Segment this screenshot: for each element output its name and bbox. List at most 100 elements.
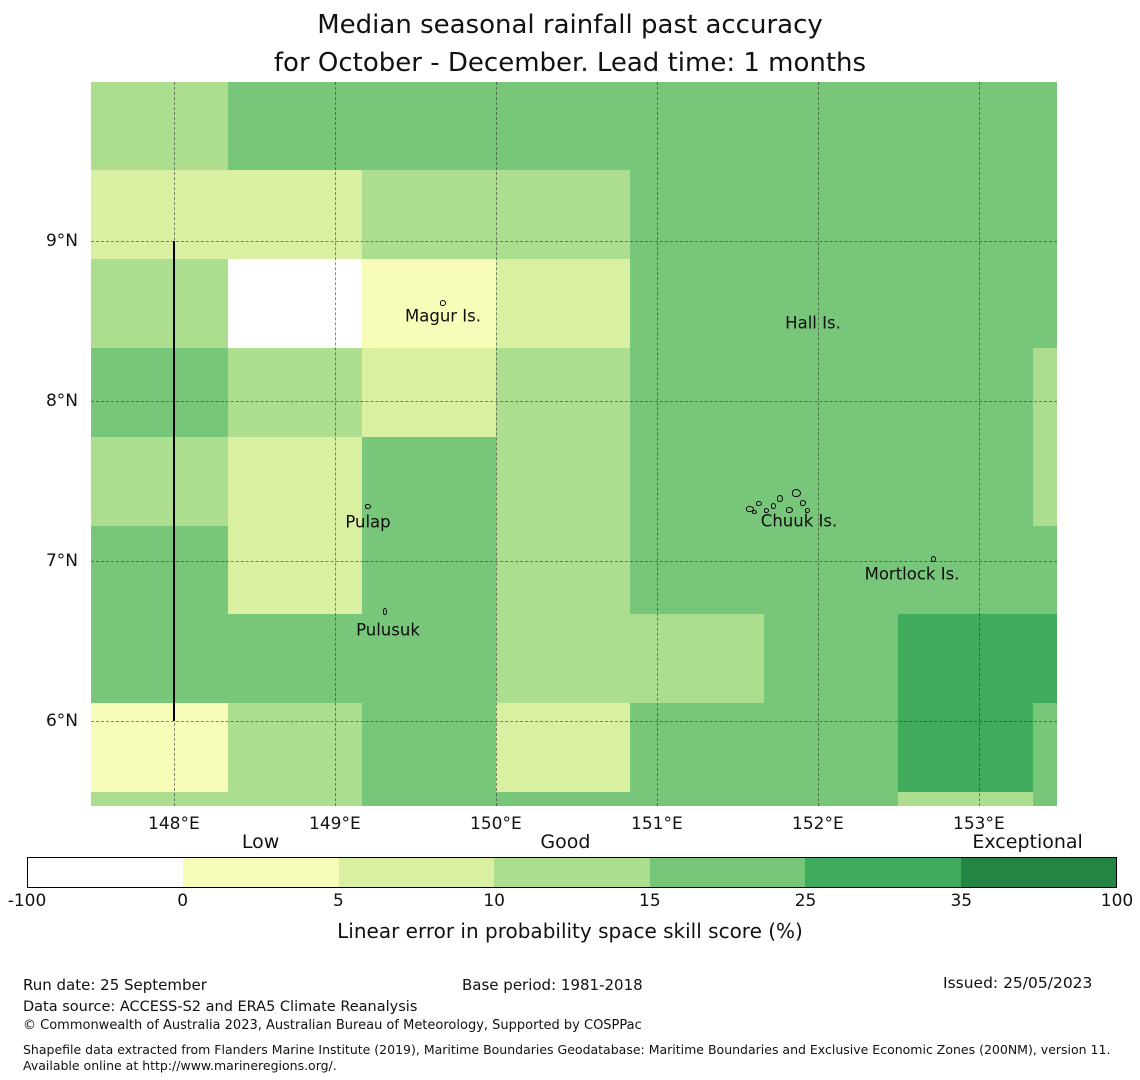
- grid-cell: [227, 82, 362, 170]
- grid-cell: [361, 170, 496, 259]
- grid-cell: [630, 347, 765, 437]
- y-tick-label: 7°N: [45, 551, 78, 572]
- grid-cell: [1032, 792, 1057, 806]
- island-label: Pulap: [345, 512, 391, 532]
- island-label: Pulusuk: [356, 620, 420, 640]
- colorbar: [27, 857, 1117, 888]
- x-tick-label: 153°E: [953, 814, 1005, 834]
- grid-cell: [93, 614, 228, 704]
- grid-cell: [764, 614, 899, 704]
- y-tick-label: 6°N: [45, 711, 78, 732]
- grid-cell: [227, 170, 362, 259]
- island-outline: [752, 510, 757, 514]
- grid-cell: [495, 258, 631, 348]
- grid-cell: [93, 792, 228, 806]
- grid-cell: [1032, 614, 1057, 704]
- grid-cell: [227, 792, 362, 806]
- island-outline: [383, 608, 387, 615]
- island-outline: [365, 504, 371, 509]
- grid-cell: [495, 614, 631, 704]
- grid-cell: [495, 792, 631, 806]
- grid-cell: [361, 82, 496, 170]
- grid-cell: [361, 347, 496, 437]
- colorbar-segment: [494, 858, 650, 887]
- island-outline: [800, 500, 806, 506]
- grid-cell: [898, 703, 1033, 793]
- grid-cell: [630, 525, 765, 615]
- grid-cell: [495, 82, 631, 170]
- x-tick-label: 150°E: [470, 814, 522, 834]
- grid-cell: [764, 525, 899, 615]
- latitude-gridline: [91, 561, 1057, 563]
- colorbar-segment: [28, 858, 184, 887]
- grid-cell: [91, 703, 94, 793]
- colorbar-tick-label: 5: [333, 891, 344, 911]
- x-tick-label: 151°E: [631, 814, 683, 834]
- grid-cell: [361, 703, 496, 793]
- grid-cell: [630, 436, 765, 526]
- grid-cell: [898, 525, 1033, 615]
- island-outline: [777, 495, 783, 502]
- colorbar-segment: [649, 858, 806, 887]
- colorbar-tick-label: -100: [7, 891, 47, 911]
- grid-cell: [630, 82, 765, 170]
- island-label: Mortlock Is.: [864, 564, 960, 584]
- grid-cell: [1032, 82, 1057, 170]
- grid-cell: [764, 703, 899, 793]
- grid-cell: [898, 436, 1033, 526]
- grid-cell: [764, 82, 899, 170]
- grid-cell: [91, 792, 94, 806]
- island-outline: [786, 507, 793, 513]
- island-outline: [771, 503, 776, 509]
- run-date-text: Run date: 25 September: [23, 976, 207, 994]
- longitude-gridline: [656, 82, 658, 806]
- grid-cell: [898, 614, 1033, 704]
- colorbar-tick-label: 0: [177, 891, 189, 911]
- grid-cell: [93, 703, 228, 793]
- grid-cell: [495, 525, 631, 615]
- colorbar-segment: [960, 858, 1116, 887]
- grid-cell: [93, 82, 228, 170]
- island-outline: [805, 508, 810, 513]
- grid-cell: [91, 347, 94, 437]
- x-tick-label: 148°E: [148, 814, 200, 834]
- latitude-gridline: [91, 241, 1057, 243]
- grid-cell: [630, 258, 765, 348]
- grid-cell: [1032, 258, 1057, 348]
- copyright-text: © Commonwealth of Australia 2023, Austra…: [23, 1018, 642, 1033]
- grid-cell: [227, 347, 362, 437]
- x-tick-label: 149°E: [309, 814, 361, 834]
- grid-cell: [898, 170, 1033, 259]
- colorbar-tick-label: 25: [794, 891, 817, 911]
- island-outline: [931, 556, 936, 562]
- grid-cell: [630, 614, 765, 704]
- grid-cell: [495, 347, 631, 437]
- colorbar-segment: [183, 858, 339, 887]
- colorbar-tick-label: 10: [483, 891, 505, 911]
- island-outline: [440, 300, 446, 306]
- grid-cell: [227, 525, 362, 615]
- map-plot[interactable]: Magur Is. Hall Is. Pulap Chuuk Is. Mortlock …: [91, 82, 1057, 806]
- colorbar-tick-label: 15: [639, 891, 661, 911]
- grid-cell: [361, 792, 496, 806]
- issued-date-text: Issued: 25/05/2023: [943, 974, 1093, 992]
- grid-cell: [1032, 436, 1057, 526]
- shapefile-attribution-text: Shapefile data extracted from Flanders M…: [23, 1042, 1111, 1073]
- grid-cell: [361, 436, 496, 526]
- grid-cell: [227, 703, 362, 793]
- longitude-gridline: [817, 82, 819, 806]
- grid-cell: [91, 170, 94, 259]
- grid-cell: [93, 170, 228, 259]
- colorbar-tick-label: 35: [950, 891, 973, 911]
- island-label: Hall Is.: [785, 313, 841, 333]
- longitude-gridline: [334, 82, 336, 806]
- grid-cell: [227, 614, 362, 704]
- latitude-gridline: [91, 401, 1057, 403]
- grid-cell: [361, 525, 496, 615]
- grid-cell: [495, 703, 631, 793]
- data-source-text: Data source: ACCESS-S2 and ERA5 Climate …: [23, 999, 418, 1015]
- meridian-line: [172, 241, 175, 722]
- colorbar-segment: [338, 858, 495, 887]
- grid-cell: [91, 614, 94, 704]
